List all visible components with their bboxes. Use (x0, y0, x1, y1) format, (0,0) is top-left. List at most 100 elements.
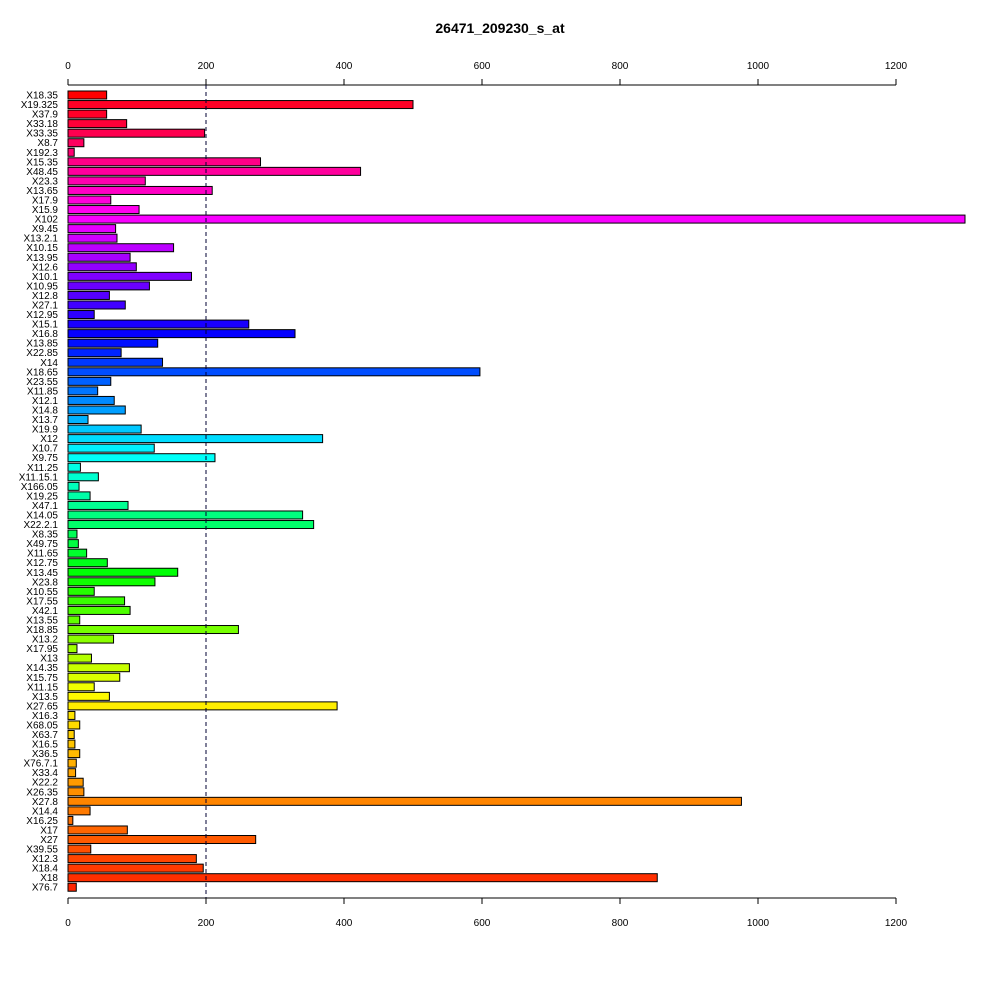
bar (67, 634, 115, 644)
bar (67, 262, 137, 272)
category-label: X47.1 (32, 501, 59, 512)
bar (67, 472, 99, 482)
bar (67, 405, 126, 415)
category-label: X10.95 (26, 281, 58, 292)
bar (67, 491, 91, 501)
x-tick-label-top: 600 (474, 61, 491, 72)
bar (67, 768, 77, 778)
category-label: X19.25 (26, 491, 58, 502)
bar (67, 596, 126, 606)
category-label: X42.1 (32, 606, 59, 617)
bar (67, 739, 76, 749)
bar (67, 825, 128, 835)
bar (67, 176, 146, 186)
category-label: X11.15.1 (19, 472, 59, 483)
bar (67, 367, 481, 377)
bar (67, 730, 75, 740)
bar (67, 157, 262, 167)
category-labels: X18.35X19.325X37.9X33.18X33.35X8.7X192.3… (19, 91, 59, 894)
x-tick-label-top: 1200 (885, 61, 908, 72)
category-label: X17.9 (32, 196, 59, 207)
category-label: X19.9 (32, 425, 59, 436)
bar (67, 357, 164, 367)
category-label: X15.35 (26, 157, 58, 168)
category-label: X11.25 (27, 463, 58, 474)
chart-title: 26471_209230_s_at (435, 20, 565, 36)
bar (67, 796, 742, 806)
category-label: X14.4 (32, 806, 59, 817)
x-tick-label-bottom: 400 (336, 918, 353, 929)
bars (67, 90, 966, 892)
category-label: X39.55 (26, 845, 58, 856)
category-label: X22.85 (26, 348, 58, 359)
category-label: X19.325 (21, 100, 59, 111)
bar (67, 290, 110, 300)
bar (67, 329, 296, 339)
bar (67, 529, 78, 539)
bar (67, 653, 92, 663)
bar (67, 415, 89, 425)
bar (67, 453, 216, 463)
bar (67, 462, 81, 472)
bar (67, 481, 80, 491)
bar (67, 100, 414, 110)
bar (67, 720, 81, 730)
category-label: X12.75 (26, 558, 58, 569)
x-tick-label-top: 800 (612, 61, 629, 72)
bar (67, 500, 129, 510)
category-label: X9.75 (32, 453, 59, 464)
x-tick-label-bottom: 200 (198, 918, 215, 929)
bar (67, 567, 179, 577)
category-label: X102 (35, 215, 59, 226)
bar (67, 243, 175, 253)
category-label: X23.55 (26, 377, 58, 388)
bar (67, 185, 213, 195)
category-label: X13.45 (26, 568, 58, 579)
category-label: X33.4 (32, 768, 59, 779)
bar (67, 682, 95, 692)
bar (67, 520, 315, 530)
bar (67, 558, 108, 568)
bar (67, 873, 658, 883)
bar (67, 548, 88, 558)
bar (67, 271, 193, 281)
category-label: X33.18 (26, 119, 58, 130)
bar (67, 300, 126, 310)
category-label: X11.85 (27, 386, 58, 397)
category-label: X27.8 (32, 797, 59, 808)
bar (67, 195, 112, 205)
bar (67, 348, 122, 358)
category-label: X18.4 (32, 864, 59, 875)
category-label: X18.85 (26, 625, 58, 636)
x-axis-bottom: 0 200 400 600 800 1000 1200 (65, 897, 908, 929)
x-tick-label-top: 0 (65, 61, 71, 72)
bar (67, 90, 108, 100)
bar (67, 252, 131, 262)
category-label: X33.35 (26, 129, 58, 140)
category-label: X26.35 (26, 787, 58, 798)
bar (67, 233, 118, 243)
category-label: X15.9 (32, 205, 59, 216)
bar (67, 119, 128, 129)
bar (67, 224, 117, 234)
category-label: X27 (40, 835, 58, 846)
category-label: X16.5 (32, 740, 59, 751)
bar (67, 319, 250, 329)
bar (67, 691, 110, 701)
x-tick-label-bottom: 800 (612, 918, 629, 929)
bar (67, 338, 159, 348)
category-label: X8.7 (37, 138, 58, 149)
x-tick-label-bottom: 1000 (747, 918, 770, 929)
bar (67, 386, 99, 396)
bar (67, 395, 115, 405)
category-label: X11.15 (27, 682, 58, 693)
category-label: X18.65 (26, 367, 58, 378)
bar (67, 777, 84, 787)
bar (67, 644, 78, 654)
category-label: X22.2 (32, 778, 59, 789)
x-tick-label-top: 1000 (747, 61, 770, 72)
category-label: X76.7 (32, 883, 59, 894)
category-label: X36.5 (32, 749, 59, 760)
bar (67, 424, 142, 434)
